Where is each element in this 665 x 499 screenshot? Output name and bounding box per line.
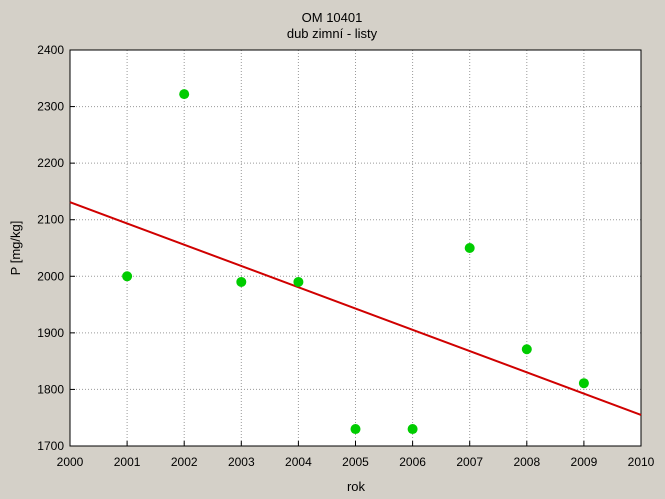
data-point [407, 424, 418, 435]
axis-ticks: 2000 2001 2002 2003 2004 2005 2006 2007 2008 2009… [37, 43, 654, 469]
data-point [236, 276, 247, 287]
x-tick-label: 2010 [628, 455, 655, 469]
x-tick-label: 2006 [399, 455, 426, 469]
y-tick-label: 1800 [37, 382, 64, 396]
x-tick-label: 2008 [513, 455, 540, 469]
y-tick-label: 2300 [37, 100, 64, 114]
data-point [350, 424, 361, 435]
data-point [293, 276, 304, 287]
data-point [179, 89, 190, 100]
y-tick-label: 2100 [37, 213, 64, 227]
y-axis-title: P [mg/kg] [8, 221, 23, 276]
data-point [464, 243, 475, 253]
chart-title: OM 10401 [302, 10, 363, 25]
y-tick-label: 2400 [37, 43, 64, 57]
trend-line [69, 201, 642, 416]
x-tick-label: 2005 [342, 455, 369, 469]
y-tick-label: 1900 [37, 326, 64, 340]
trend-line-layer [69, 201, 642, 416]
y-tick-label: 2200 [37, 156, 64, 170]
x-tick-label: 2007 [456, 455, 483, 469]
data-point [521, 344, 532, 355]
x-tick-label: 2009 [571, 455, 598, 469]
data-point [578, 378, 589, 389]
y-tick-label: 1700 [37, 439, 64, 453]
y-tick-label: 2000 [37, 269, 64, 283]
x-tick-label: 2004 [285, 455, 312, 469]
chart-subtitle: dub zimní - listy [287, 26, 378, 41]
x-tick-label: 2001 [114, 455, 141, 469]
x-axis-title: rok [347, 479, 366, 494]
x-tick-label: 2002 [171, 455, 198, 469]
x-tick-label: 2003 [228, 455, 255, 469]
x-tick-label: 2000 [57, 455, 84, 469]
data-points-layer [122, 89, 589, 435]
data-point [122, 271, 133, 282]
